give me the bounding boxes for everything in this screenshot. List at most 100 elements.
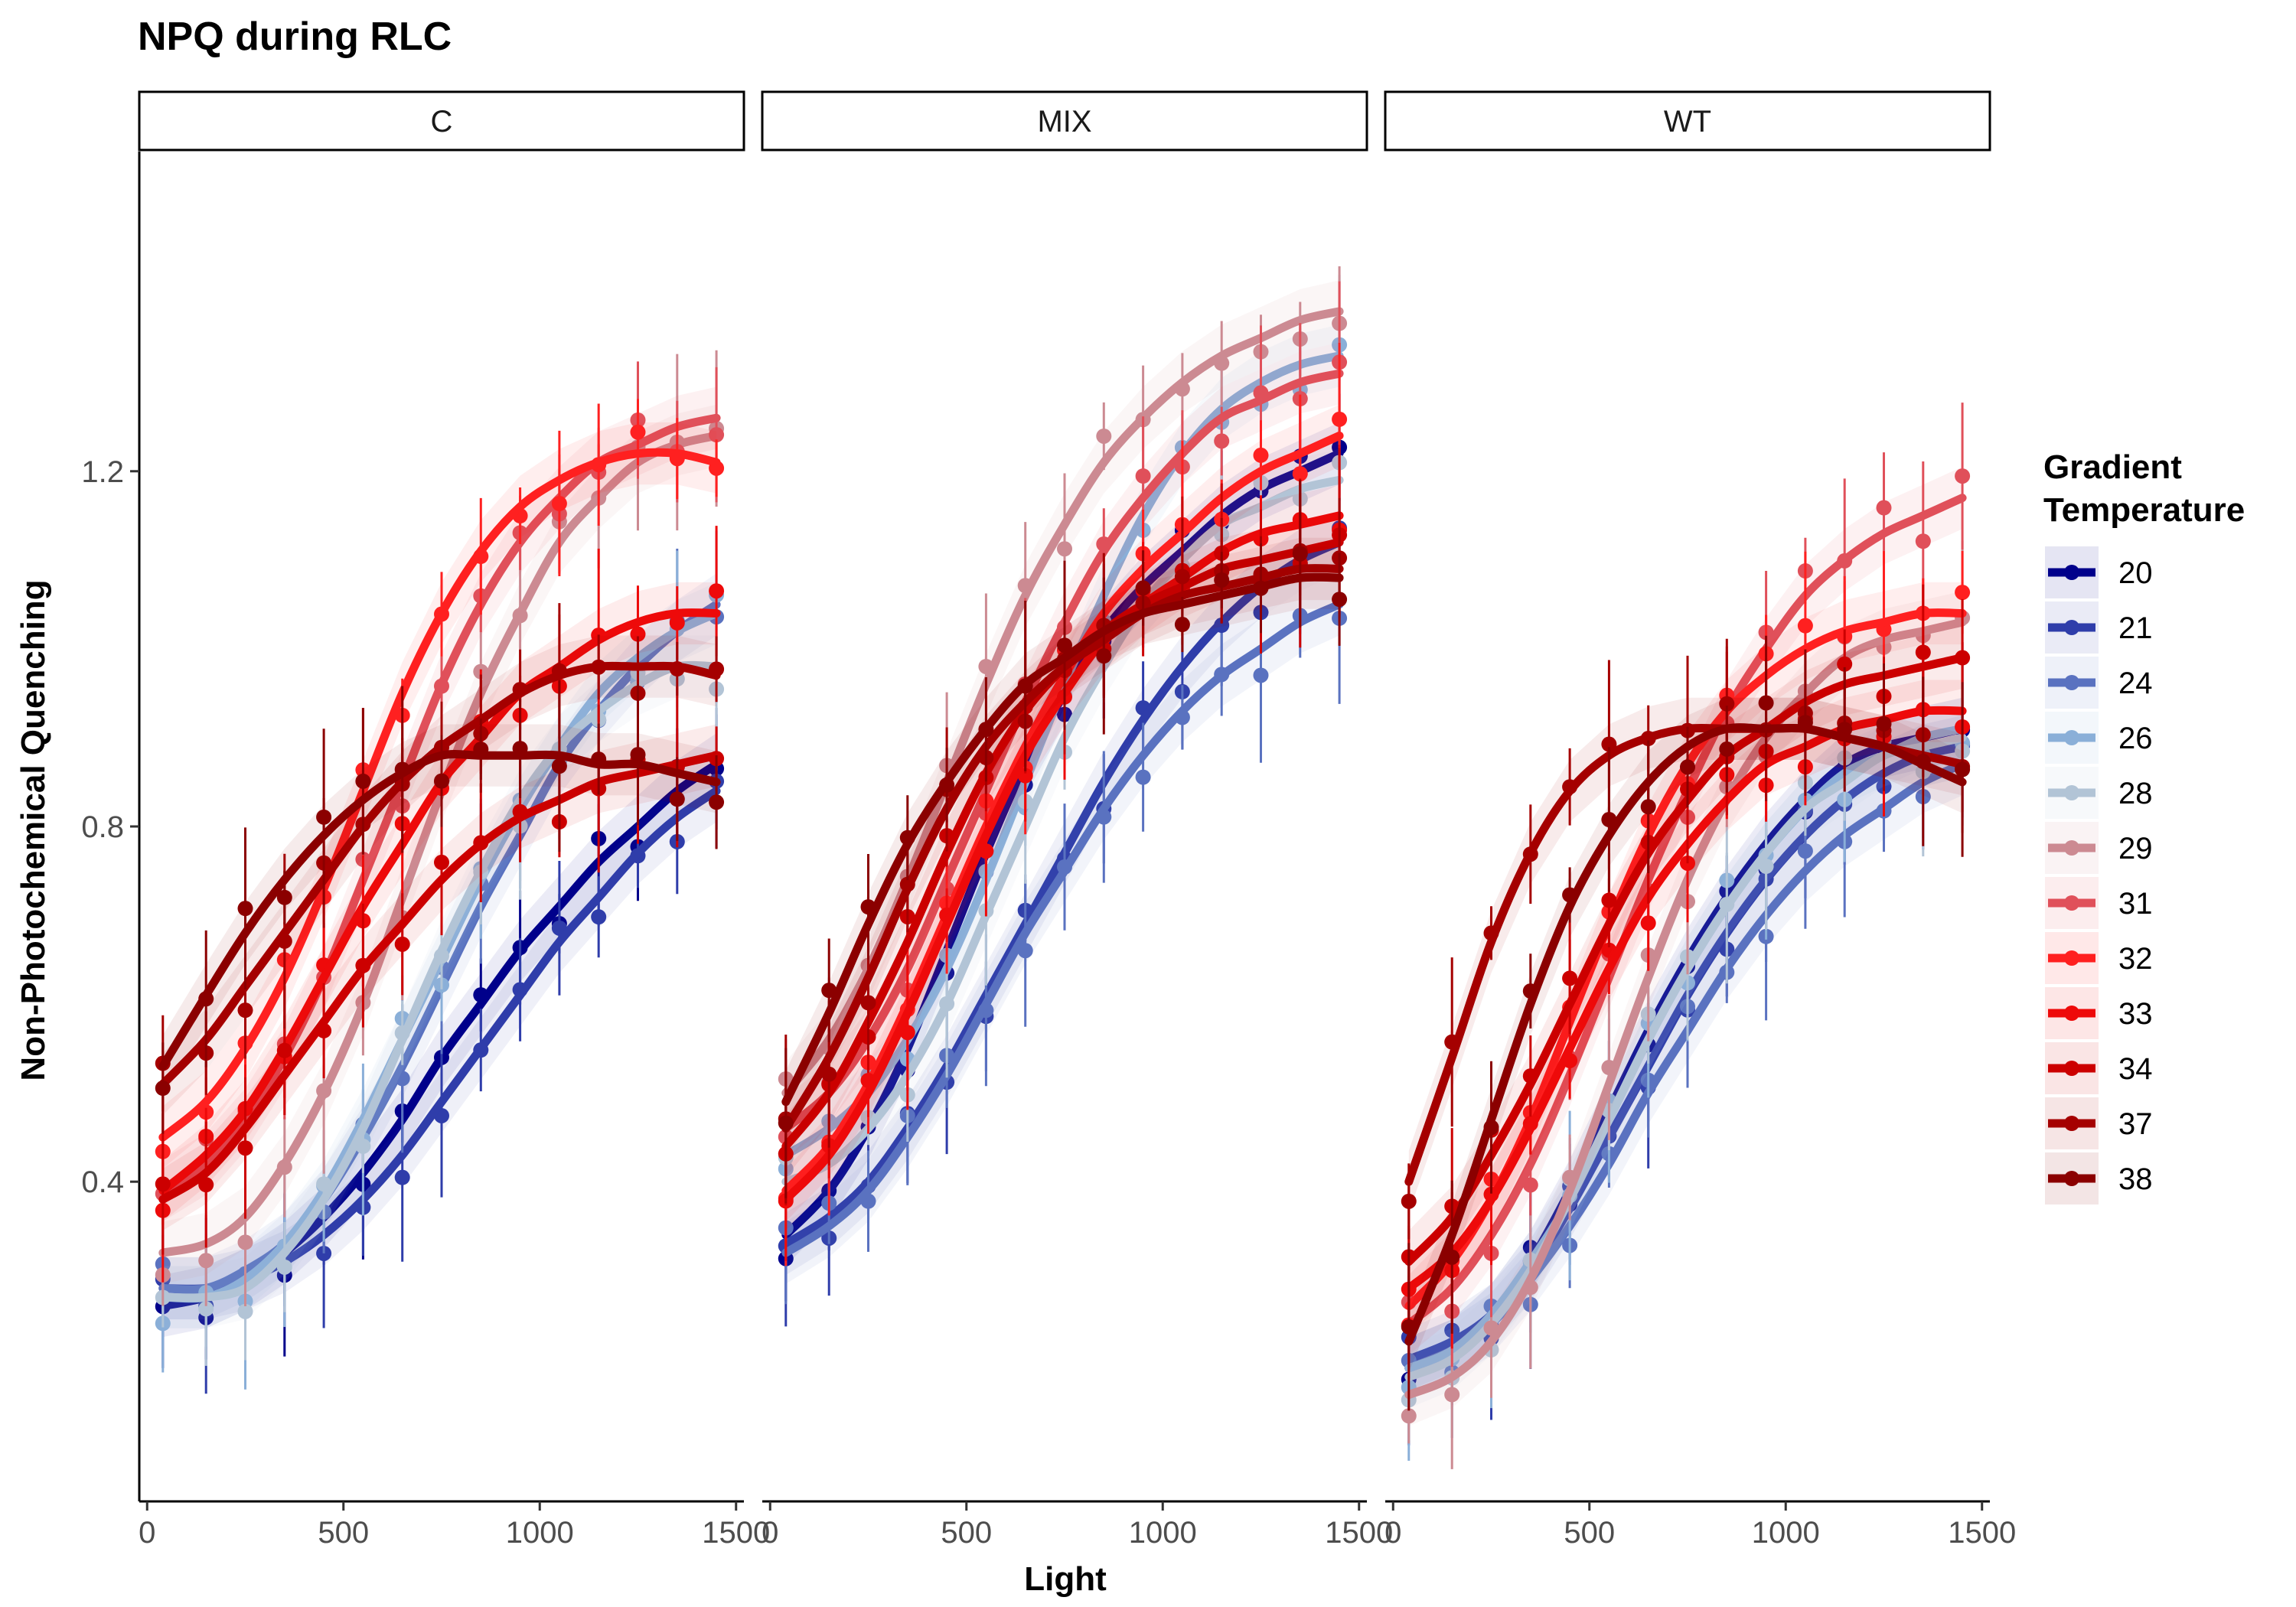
legend-item-38: 38 — [2045, 1152, 2153, 1204]
legend-key-point — [2064, 675, 2079, 690]
data-point — [1174, 617, 1190, 633]
data-point — [1057, 541, 1072, 557]
data-point — [1562, 970, 1578, 986]
legend-key-point — [2064, 785, 2079, 800]
data-point — [1719, 741, 1735, 757]
data-point — [1876, 500, 1892, 516]
confidence-ribbon — [1408, 680, 1963, 1320]
confidence-ribbon — [785, 342, 1340, 1160]
confidence-ribbon — [785, 448, 1340, 1213]
legend-label: 34 — [2118, 1052, 2153, 1086]
facet-panel-wt: WT 0 500 1000 1500 — [1384, 90, 2016, 1550]
x-axis-title: Light — [1024, 1560, 1107, 1598]
legend-title: Temperature — [2043, 491, 2245, 529]
legend-label: 29 — [2118, 832, 2153, 865]
x-tick-label: 1500 — [1325, 1516, 1393, 1550]
data-point — [1174, 569, 1190, 585]
confidence-ribbon — [1408, 715, 1963, 1390]
confidence-ribbon — [162, 724, 717, 1231]
data-point — [1601, 892, 1617, 908]
data-point — [860, 995, 876, 1011]
chart-title: NPQ during RLC — [138, 15, 452, 59]
x-tick-label: 1500 — [1948, 1516, 2016, 1550]
y-axis: 0.4 0.8 1.2 — [81, 152, 141, 1501]
fitted-line — [158, 448, 721, 1142]
data-point — [237, 1303, 253, 1319]
data-point — [630, 626, 646, 642]
confidence-ribbon — [785, 422, 1340, 1266]
confidence-ribbon — [162, 724, 717, 1097]
data-point — [1837, 656, 1853, 672]
data-point — [1955, 585, 1971, 601]
fitted-line — [1404, 706, 1967, 1292]
data-point — [198, 1301, 214, 1317]
data-point — [669, 791, 685, 807]
fitted-line — [1404, 618, 1967, 1400]
legend-label: 21 — [2118, 611, 2153, 645]
legend-label: 31 — [2118, 887, 2153, 921]
legend-item-24: 24 — [2045, 657, 2153, 709]
data-point — [1017, 768, 1033, 784]
confidence-ribbon — [1408, 591, 1963, 1426]
series-38-c — [155, 680, 725, 1134]
data-point — [778, 1115, 794, 1131]
data-point — [591, 909, 607, 925]
legend-item-37: 37 — [2045, 1097, 2153, 1149]
data-point — [355, 773, 371, 789]
data-point — [709, 427, 725, 443]
fitted-line — [158, 660, 721, 1302]
legend-item-32: 32 — [2045, 932, 2153, 984]
data-point — [1135, 769, 1151, 785]
confidence-ribbon — [1408, 697, 1963, 1400]
legend-label: 26 — [2118, 722, 2153, 755]
legend-key-point — [2064, 565, 2079, 580]
confidence-ribbon — [785, 511, 1340, 1276]
facet-panel-mix: MIX 0 500 1000 1500 — [761, 90, 1393, 1550]
data-point — [276, 1042, 292, 1058]
legend-item-34: 34 — [2045, 1042, 2153, 1094]
data-point — [1214, 572, 1230, 588]
y-tick-label: 0.8 — [81, 810, 124, 844]
facet-strip — [761, 90, 1368, 152]
legend-label: 38 — [2118, 1162, 2153, 1196]
data-point — [1797, 618, 1813, 634]
facet-strip — [138, 90, 745, 152]
data-point — [1253, 447, 1269, 463]
fitted-line — [1404, 654, 1967, 1266]
data-point — [276, 1259, 292, 1275]
x-tick-label: 0 — [1384, 1516, 1401, 1550]
fitted-line — [781, 572, 1344, 1107]
x-tick-label: 500 — [1564, 1516, 1615, 1550]
x-tick-label: 500 — [941, 1516, 992, 1550]
data-point — [1955, 761, 1971, 777]
fitted-line — [781, 511, 1344, 1204]
fitted-line — [781, 369, 1344, 1133]
data-point — [394, 1169, 410, 1185]
x-tick-label: 0 — [762, 1516, 778, 1550]
fitted-line — [158, 608, 721, 1195]
legend-key-point — [2064, 840, 2079, 856]
legend-key-point — [2064, 1006, 2079, 1021]
fitted-line — [1404, 723, 1967, 1346]
data-point — [1522, 1177, 1538, 1193]
legend-key-point — [2064, 1171, 2079, 1186]
data-point — [630, 747, 646, 763]
data-point — [1401, 1408, 1417, 1424]
data-point — [1876, 715, 1892, 732]
facet-strip — [1384, 90, 1991, 152]
y-tick-label: 0.4 — [81, 1165, 124, 1199]
data-point — [1797, 843, 1813, 859]
x-tick-label: 500 — [318, 1516, 369, 1550]
series-38-mix — [778, 480, 1348, 1198]
data-point — [237, 1234, 253, 1250]
confidence-ribbon — [1408, 706, 1963, 1409]
data-point — [551, 758, 567, 774]
data-point — [1096, 428, 1112, 444]
confidence-ribbon — [785, 324, 1340, 1186]
data-point — [1601, 736, 1617, 752]
data-point — [1915, 644, 1931, 660]
fitted-line — [781, 600, 1344, 1257]
fitted-line — [158, 751, 721, 1204]
data-point — [155, 1081, 171, 1097]
